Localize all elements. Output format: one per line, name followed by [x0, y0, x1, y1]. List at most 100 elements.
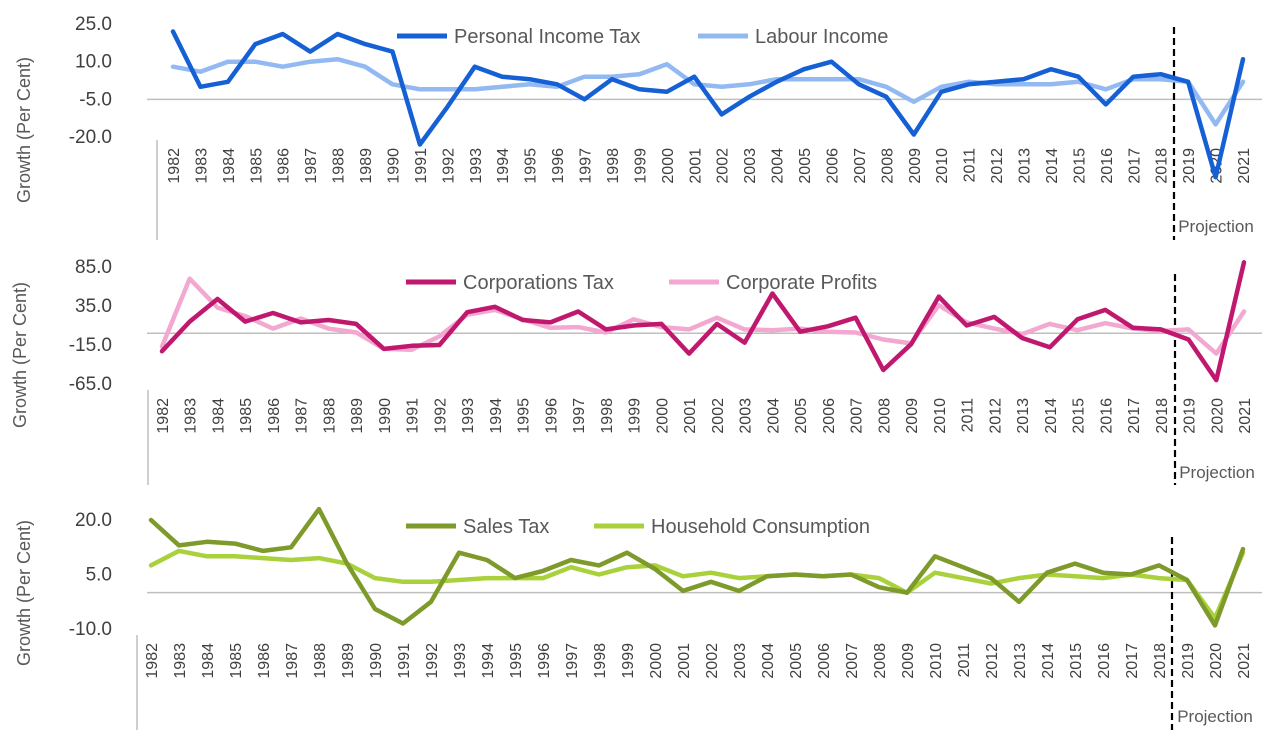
series-line-personal-income-tax	[170, 29, 1246, 180]
x-tick-label: 2018	[1154, 398, 1171, 434]
legend-label: Sales Tax	[463, 516, 549, 538]
chart-panel-3: Growth (Per Cent) 20.0 5.0 -10.0 1982 1983 198…	[14, 506, 1262, 730]
x-tick-label: 1984	[200, 643, 217, 679]
x-tick-label: 2021	[1236, 643, 1253, 679]
x-tick-label: 2008	[876, 398, 893, 434]
x-tick-label: 2017	[1126, 398, 1143, 434]
x-tick-label: 2002	[715, 148, 732, 184]
x-tick-label: 1989	[349, 398, 366, 434]
x-tick-label: 2013	[1015, 398, 1032, 434]
x-tick-label: 1983	[193, 148, 210, 184]
x-tick-label: 2011	[956, 643, 973, 678]
legend-label: Corporate Profits	[726, 272, 877, 294]
x-tick-label: 1988	[312, 643, 329, 679]
projection-label: Projection	[1177, 707, 1253, 726]
y-tick-label: 35.0	[75, 296, 112, 317]
y-axis-label: Growth (Per Cent)	[14, 520, 34, 666]
x-tick-label: 2003	[732, 643, 749, 679]
y-tick-label: 20.0	[75, 510, 112, 531]
x-tick-label: 2004	[770, 148, 787, 184]
x-tick-label: 2002	[704, 643, 721, 679]
x-tick-label: 1982	[144, 643, 161, 679]
x-tick-label: 1984	[221, 148, 238, 184]
x-tick-label: 2009	[900, 643, 917, 679]
x-tick-label: 2006	[816, 643, 833, 679]
x-tick-label: 2006	[824, 148, 841, 184]
x-tick-label: 1989	[340, 643, 357, 679]
series-line-corporations-tax	[159, 260, 1247, 383]
series-line-corporate-profits	[159, 276, 1247, 356]
x-tick-label: 1989	[358, 148, 375, 184]
x-tick-label: 2012	[984, 643, 1001, 679]
x-tick-label: 1987	[294, 398, 311, 434]
x-tick-label: 2005	[793, 398, 810, 434]
x-tick-label: 1983	[172, 643, 189, 679]
x-tick-label: 2003	[738, 398, 755, 434]
x-tick-label: 2007	[849, 398, 866, 434]
x-tick-label: 2010	[932, 398, 949, 434]
x-tick-label: 1986	[266, 398, 283, 434]
x-tick-label: 2011	[960, 398, 977, 433]
x-tick-label: 2000	[660, 148, 677, 184]
x-tick-label: 1992	[424, 643, 441, 679]
y-tick-label: -10.0	[69, 619, 112, 640]
x-tick-label: 2001	[682, 398, 699, 434]
y-tick-label: 25.0	[75, 14, 112, 35]
x-tick-label: 1997	[571, 398, 588, 434]
x-tick-label: 2015	[1068, 643, 1085, 679]
x-tick-label: 1982	[166, 148, 183, 184]
x-tick-label: 1992	[432, 398, 449, 434]
legend-label: Personal Income Tax	[454, 26, 640, 48]
x-tick-label: 2016	[1096, 643, 1113, 679]
x-tick-label: 1984	[210, 398, 227, 434]
x-tick-label: 2018	[1154, 148, 1171, 184]
projection-label: Projection	[1179, 463, 1255, 482]
x-tick-label: 2000	[654, 398, 671, 434]
x-tick-label: 2007	[844, 643, 861, 679]
x-tick-label: 1992	[440, 148, 457, 184]
x-tick-label: 2014	[1044, 148, 1061, 184]
x-tick-label: 2009	[904, 398, 921, 434]
x-tick-label: 2000	[648, 643, 665, 679]
x-tick-label: 1990	[368, 643, 385, 679]
x-tick-label: 2007	[852, 148, 869, 184]
x-tick-label: 1995	[516, 398, 533, 434]
x-tick-label: 2011	[962, 148, 979, 183]
x-tick-label: 2008	[872, 643, 889, 679]
x-tick-label: 2003	[742, 148, 759, 184]
x-tick-label: 2020	[1209, 398, 1226, 434]
x-tick-label: 1994	[488, 398, 505, 434]
legend-label: Corporations Tax	[463, 272, 614, 294]
x-tick-label: 1999	[620, 643, 637, 679]
x-tick-label: 2004	[760, 643, 777, 679]
x-tick-label: 2019	[1181, 148, 1198, 184]
y-axis-label: Growth (Per Cent)	[14, 57, 34, 203]
x-tick-label: 1982	[155, 398, 172, 434]
x-tick-label: 1985	[228, 643, 245, 679]
y-tick-label: -65.0	[69, 374, 112, 395]
chart-panel-2: Growth (Per Cent) 85.0 35.0 -15.0 -65.0 1982 1…	[10, 257, 1262, 485]
x-tick-label: 2012	[987, 398, 1004, 434]
x-tick-label: 1994	[480, 643, 497, 679]
x-tick-label: 1987	[303, 148, 320, 184]
x-tick-label: 1998	[599, 398, 616, 434]
x-tick-label: 1999	[627, 398, 644, 434]
x-tick-label: 2005	[788, 643, 805, 679]
y-tick-label: 85.0	[75, 257, 112, 278]
x-tick-label: 1994	[495, 148, 512, 184]
x-tick-label: 2019	[1182, 398, 1199, 434]
x-tick-label: 1993	[460, 398, 477, 434]
x-tick-label: 2014	[1040, 643, 1057, 679]
x-tick-label: 2021	[1236, 148, 1253, 184]
x-tick-label: 1998	[592, 643, 609, 679]
x-tick-label: 1991	[405, 398, 422, 434]
x-tick-label: 2020	[1208, 643, 1225, 679]
legend-label: Household Consumption	[651, 516, 870, 538]
x-tick-label: 1996	[536, 643, 553, 679]
y-tick-label: -20.0	[69, 127, 112, 148]
x-tick-label: 2012	[989, 148, 1006, 184]
x-tick-label: 2013	[1017, 148, 1034, 184]
y-tick-label: -5.0	[79, 89, 112, 110]
x-tick-label: 2021	[1237, 398, 1254, 434]
